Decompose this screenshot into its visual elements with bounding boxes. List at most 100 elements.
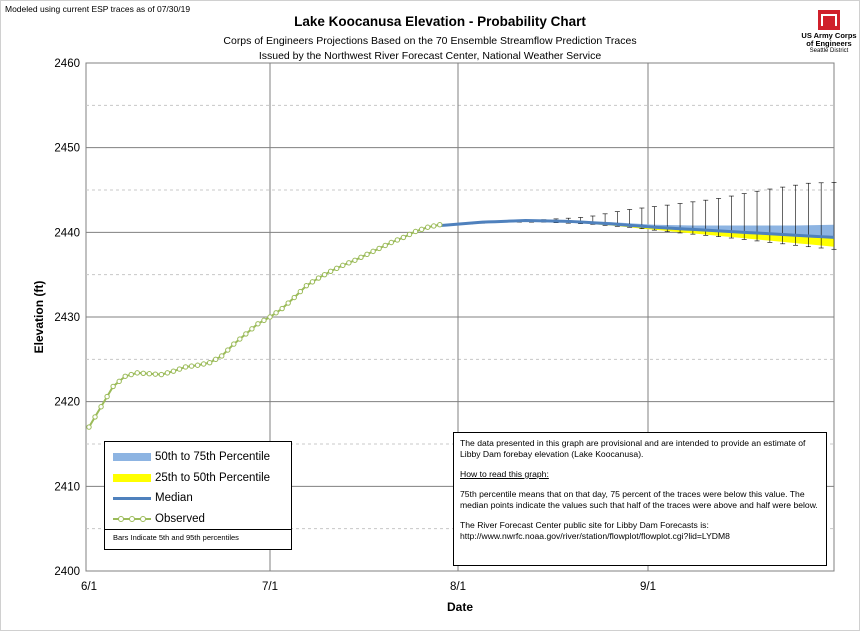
y-tick-label: 2440 — [54, 227, 80, 239]
legend-item-p50-75: 50th to 75th Percentile — [113, 447, 270, 467]
y-tick-label: 2400 — [54, 566, 80, 578]
observed-point — [412, 228, 419, 235]
observed-point — [213, 356, 219, 363]
observed-point — [279, 305, 285, 312]
logo-line-1: US Army Corps — [801, 31, 857, 40]
observed-point — [158, 371, 165, 378]
y-tick-label: 2410 — [54, 481, 80, 493]
legend: 50th to 75th Percentile 25th to 50th Per… — [104, 441, 292, 550]
observed-point — [164, 370, 171, 376]
observed-point — [128, 371, 134, 378]
observed-point — [315, 275, 322, 281]
observed-point — [327, 268, 334, 274]
observed-point — [249, 326, 255, 332]
legend-item-observed: Observed — [113, 509, 205, 529]
observed-point — [424, 224, 431, 230]
x-tick-label: 6/1 — [81, 581, 97, 593]
observed-point — [194, 362, 201, 368]
chart-subtitle-1: Corps of Engineers Projections Based on … — [223, 35, 637, 47]
observed-point — [303, 282, 310, 289]
observed-point — [431, 223, 437, 229]
observed-point — [321, 271, 328, 278]
model-note: Modeled using current ESP traces as of 0… — [5, 4, 191, 14]
legend-label-median: Median — [155, 492, 193, 504]
legend-item-p25-50: 25th to 50th Percentile — [113, 468, 270, 488]
legend-line-observed — [113, 516, 151, 522]
observed-point — [273, 310, 279, 316]
observed-point — [237, 336, 243, 342]
y-tick-label: 2420 — [54, 397, 80, 409]
observed-point — [388, 239, 394, 246]
observed-point — [152, 371, 159, 377]
observed-point — [352, 257, 358, 263]
info-paragraph-1: The data presented in this graph are pro… — [460, 438, 806, 459]
observed-point — [146, 371, 153, 377]
observed-point — [206, 360, 213, 366]
observed-point — [394, 237, 401, 243]
legend-note: Bars Indicate 5th and 95th percentiles — [105, 529, 291, 549]
observed-point — [309, 279, 316, 285]
info-paragraph-3: The River Forecast Center public site fo… — [460, 520, 709, 530]
observed-point — [267, 314, 273, 320]
band-50-75 — [439, 220, 834, 238]
info-url: http://www.nwrfc.noaa.gov/river/station/… — [460, 531, 730, 541]
observed-point — [116, 378, 122, 385]
legend-item-median: Median — [113, 488, 193, 508]
observed-point — [370, 248, 376, 255]
legend-swatch-p50-75 — [113, 453, 151, 461]
observed-point — [176, 366, 183, 372]
observed-point — [140, 370, 147, 377]
usace-logo-block: US Army Corps of Engineers Seattle Distr… — [798, 10, 860, 55]
observed-point — [170, 368, 177, 374]
observed-point — [182, 364, 189, 370]
logo-line-3: Seattle District — [809, 48, 849, 54]
observed-point — [297, 288, 304, 295]
chart-subtitle-2: Issued by the Northwest River Forecast C… — [258, 50, 602, 62]
castle-logo-icon — [818, 10, 840, 30]
observed-point — [376, 245, 382, 252]
legend-swatch-p25-50 — [113, 474, 151, 482]
observed-point — [122, 373, 128, 379]
observed-point — [291, 294, 297, 301]
observed-point — [437, 222, 443, 228]
x-axis-title: Date — [447, 600, 473, 614]
legend-line-median — [113, 496, 151, 500]
observed-point — [104, 393, 110, 400]
x-tick-label: 8/1 — [450, 581, 466, 593]
observed-point — [406, 231, 413, 238]
info-paragraph-2: 75th percentile means that on that day, … — [460, 489, 818, 510]
observed-point — [98, 404, 104, 410]
observed-point — [418, 226, 425, 233]
legend-label-observed: Observed — [155, 513, 205, 525]
legend-label-p25-50: 25th to 50th Percentile — [155, 472, 271, 484]
observed-point — [334, 265, 340, 272]
observed-point — [92, 414, 98, 420]
observed-point — [261, 317, 267, 324]
observed-point — [225, 347, 231, 353]
observed-point — [243, 331, 249, 337]
observed-point — [364, 251, 370, 258]
y-tick-label: 2430 — [54, 312, 80, 324]
observed-point — [255, 321, 261, 327]
logo-line-2: of Engineers — [806, 39, 852, 48]
x-tick-label: 9/1 — [640, 581, 656, 593]
observed-point — [86, 424, 92, 430]
observed-point — [340, 262, 346, 269]
chart-title: Lake Koocanusa Elevation - Probability C… — [294, 14, 586, 29]
median-line — [439, 218, 835, 239]
observed-point — [200, 361, 207, 367]
y-tick-label: 2450 — [54, 143, 80, 155]
x-tick-label: 7/1 — [262, 581, 278, 593]
observed-point — [346, 260, 352, 266]
observed-point — [358, 254, 364, 261]
info-heading: How to read this graph: — [460, 469, 549, 479]
observed-point — [285, 300, 291, 306]
observed-point — [188, 363, 195, 369]
info-box: The data presented in this graph are pro… — [453, 432, 827, 566]
y-axis-title: Elevation (ft) — [32, 281, 46, 354]
observed-point — [110, 383, 116, 390]
legend-label-p50-75: 50th to 75th Percentile — [155, 451, 271, 463]
observed-point — [400, 234, 407, 241]
y-tick-label: 2460 — [54, 58, 80, 70]
observed-point — [382, 242, 388, 249]
